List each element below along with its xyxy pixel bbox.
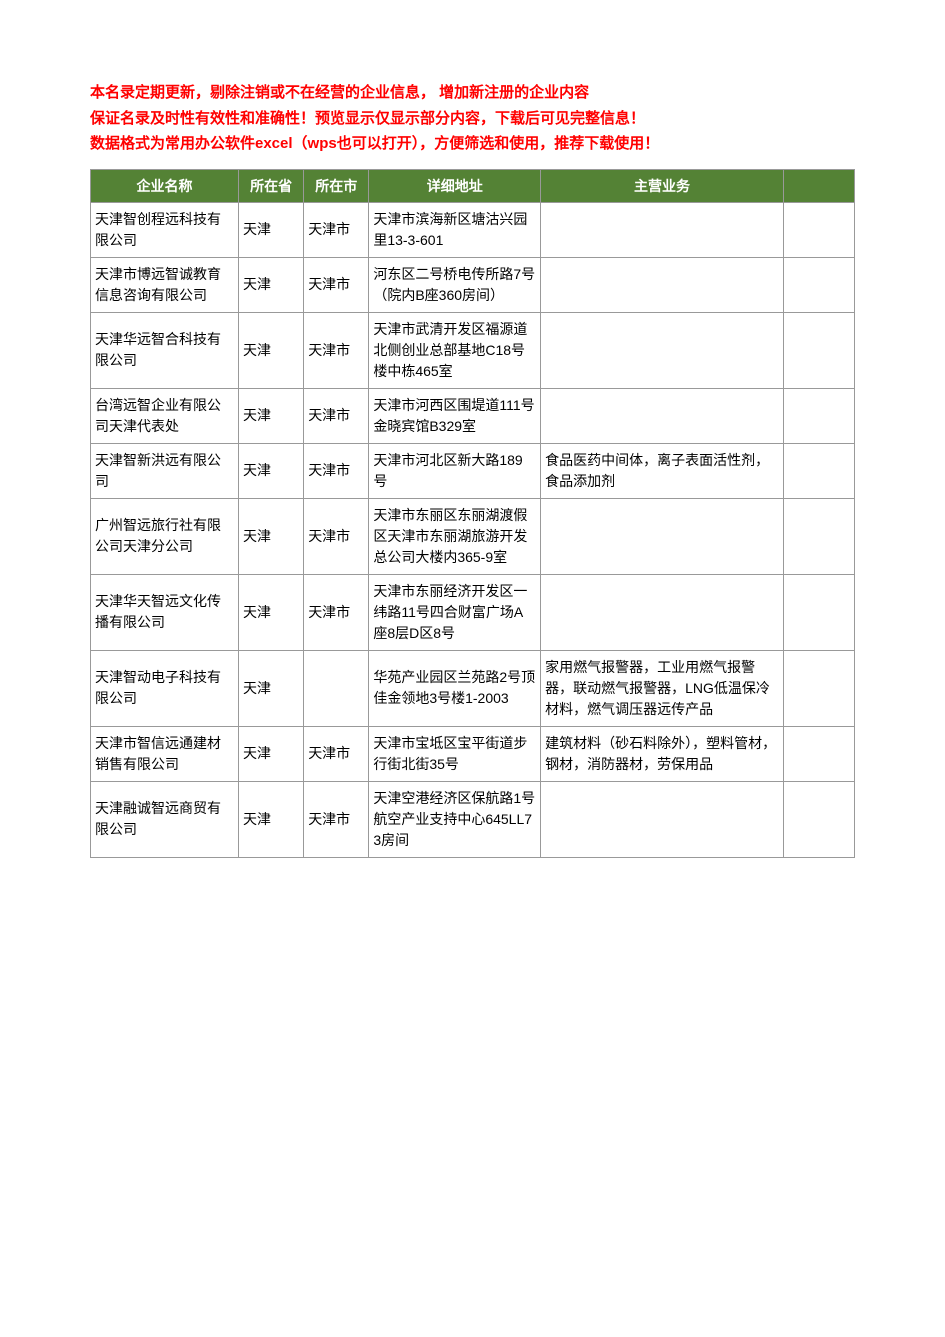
table-header-row: 企业名称 所在省 所在市 详细地址 主营业务 (91, 169, 855, 202)
cell-extra (783, 388, 854, 443)
cell-province: 天津 (239, 726, 304, 781)
cell-business: 食品医药中间体，离子表面活性剂，食品添加剂 (541, 443, 784, 498)
cell-province: 天津 (239, 388, 304, 443)
cell-name: 天津融诚智远商贸有限公司 (91, 781, 239, 857)
cell-name: 天津华远智合科技有限公司 (91, 312, 239, 388)
cell-business (541, 312, 784, 388)
notice-line-3: 数据格式为常用办公软件excel（wps也可以打开），方便筛选和使用，推荐下载使… (90, 131, 855, 157)
cell-business: 建筑材料（砂石料除外），塑料管材，钢材，消防器材，劳保用品 (541, 726, 784, 781)
notice-line-1: 本名录定期更新，剔除注销或不在经营的企业信息， 增加新注册的企业内容 (90, 80, 855, 106)
header-province: 所在省 (239, 169, 304, 202)
cell-city: 天津市 (304, 388, 369, 443)
cell-extra (783, 650, 854, 726)
cell-province: 天津 (239, 574, 304, 650)
company-table: 企业名称 所在省 所在市 详细地址 主营业务 天津智创程远科技有限公司 天津 天… (90, 169, 855, 858)
cell-city (304, 650, 369, 726)
cell-city: 天津市 (304, 498, 369, 574)
cell-address: 天津市东丽经济开发区一纬路11号四合财富广场A座8层D区8号 (369, 574, 541, 650)
cell-extra (783, 202, 854, 257)
notice-line-2: 保证名录及时性有效性和准确性！预览显示仅显示部分内容，下载后可见完整信息！ (90, 106, 855, 132)
cell-address: 天津市东丽区东丽湖渡假区天津市东丽湖旅游开发总公司大楼内365-9室 (369, 498, 541, 574)
cell-address: 天津市河西区围堤道111号金晓宾馆B329室 (369, 388, 541, 443)
cell-name: 天津智新洪远有限公司 (91, 443, 239, 498)
cell-province: 天津 (239, 650, 304, 726)
table-row: 天津华天智远文化传播有限公司 天津 天津市 天津市东丽经济开发区一纬路11号四合… (91, 574, 855, 650)
header-address: 详细地址 (369, 169, 541, 202)
cell-extra (783, 574, 854, 650)
table-row: 天津智新洪远有限公司 天津 天津市 天津市河北区新大路189号 食品医药中间体，… (91, 443, 855, 498)
table-body: 天津智创程远科技有限公司 天津 天津市 天津市滨海新区塘沽兴园里13-3-601… (91, 202, 855, 857)
table-row: 台湾远智企业有限公司天津代表处 天津 天津市 天津市河西区围堤道111号金晓宾馆… (91, 388, 855, 443)
cell-address: 河东区二号桥电传所路7号（院内B座360房间） (369, 257, 541, 312)
table-row: 广州智远旅行社有限公司天津分公司 天津 天津市 天津市东丽区东丽湖渡假区天津市东… (91, 498, 855, 574)
cell-address: 天津市武清开发区福源道北侧创业总部基地C18号楼中栋465室 (369, 312, 541, 388)
cell-province: 天津 (239, 498, 304, 574)
table-row: 天津融诚智远商贸有限公司 天津 天津市 天津空港经济区保航路1号航空产业支持中心… (91, 781, 855, 857)
cell-name: 天津智动电子科技有限公司 (91, 650, 239, 726)
table-row: 天津市智信远通建材销售有限公司 天津 天津市 天津市宝坻区宝平街道步行街北街35… (91, 726, 855, 781)
cell-name: 天津市博远智诚教育信息咨询有限公司 (91, 257, 239, 312)
cell-city: 天津市 (304, 781, 369, 857)
cell-address: 天津市滨海新区塘沽兴园里13-3-601 (369, 202, 541, 257)
table-row: 天津华远智合科技有限公司 天津 天津市 天津市武清开发区福源道北侧创业总部基地C… (91, 312, 855, 388)
table-row: 天津智创程远科技有限公司 天津 天津市 天津市滨海新区塘沽兴园里13-3-601 (91, 202, 855, 257)
cell-name: 台湾远智企业有限公司天津代表处 (91, 388, 239, 443)
cell-extra (783, 498, 854, 574)
table-row: 天津智动电子科技有限公司 天津 华苑产业园区兰苑路2号顶佳金领地3号楼1-200… (91, 650, 855, 726)
cell-name: 广州智远旅行社有限公司天津分公司 (91, 498, 239, 574)
cell-city: 天津市 (304, 312, 369, 388)
cell-business (541, 388, 784, 443)
cell-province: 天津 (239, 312, 304, 388)
header-business: 主营业务 (541, 169, 784, 202)
table-row: 天津市博远智诚教育信息咨询有限公司 天津 天津市 河东区二号桥电传所路7号（院内… (91, 257, 855, 312)
cell-province: 天津 (239, 257, 304, 312)
cell-extra (783, 781, 854, 857)
cell-extra (783, 443, 854, 498)
header-company-name: 企业名称 (91, 169, 239, 202)
cell-city: 天津市 (304, 443, 369, 498)
cell-business: 家用燃气报警器，工业用燃气报警器，联动燃气报警器，LNG低温保冷材料，燃气调压器… (541, 650, 784, 726)
cell-extra (783, 726, 854, 781)
cell-city: 天津市 (304, 574, 369, 650)
cell-address: 华苑产业园区兰苑路2号顶佳金领地3号楼1-2003 (369, 650, 541, 726)
cell-address: 天津市河北区新大路189号 (369, 443, 541, 498)
cell-city: 天津市 (304, 202, 369, 257)
cell-address: 天津市宝坻区宝平街道步行街北街35号 (369, 726, 541, 781)
cell-address: 天津空港经济区保航路1号航空产业支持中心645LL73房间 (369, 781, 541, 857)
cell-business (541, 257, 784, 312)
cell-business (541, 202, 784, 257)
cell-business (541, 498, 784, 574)
cell-name: 天津市智信远通建材销售有限公司 (91, 726, 239, 781)
cell-province: 天津 (239, 443, 304, 498)
cell-extra (783, 257, 854, 312)
cell-name: 天津华天智远文化传播有限公司 (91, 574, 239, 650)
cell-province: 天津 (239, 202, 304, 257)
cell-extra (783, 312, 854, 388)
cell-city: 天津市 (304, 257, 369, 312)
cell-city: 天津市 (304, 726, 369, 781)
header-extra (783, 169, 854, 202)
cell-business (541, 781, 784, 857)
cell-name: 天津智创程远科技有限公司 (91, 202, 239, 257)
cell-business (541, 574, 784, 650)
cell-province: 天津 (239, 781, 304, 857)
header-city: 所在市 (304, 169, 369, 202)
notice-block: 本名录定期更新，剔除注销或不在经营的企业信息， 增加新注册的企业内容 保证名录及… (90, 80, 855, 157)
